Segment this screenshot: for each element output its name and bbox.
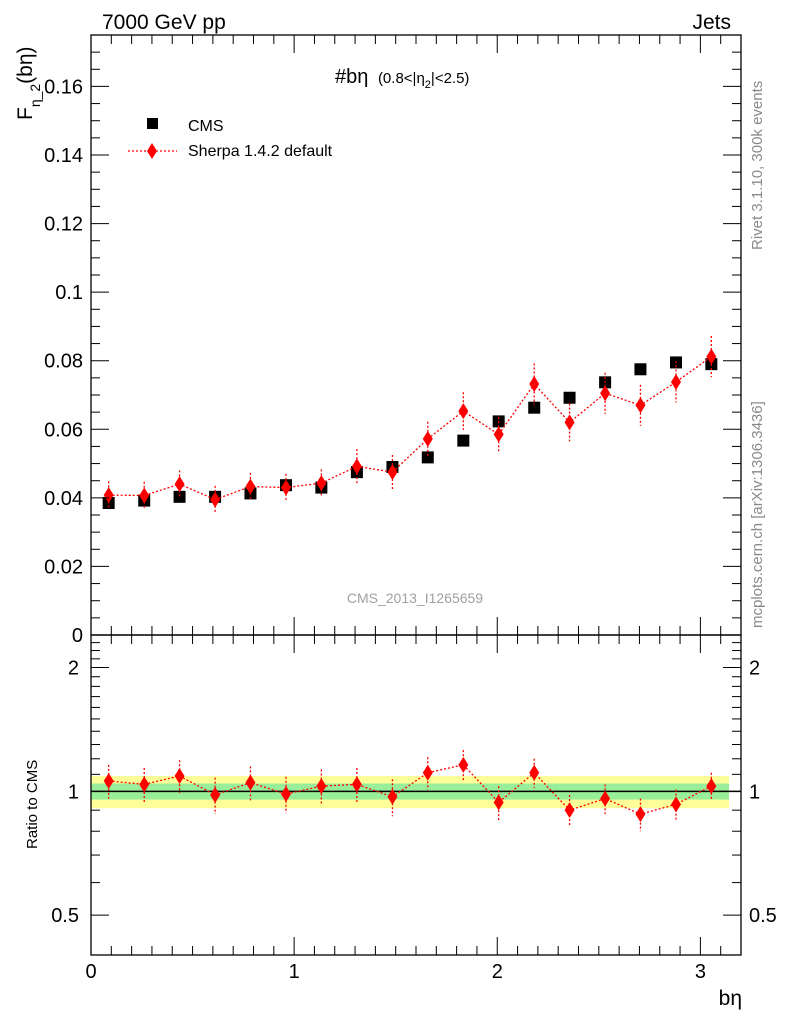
legend-marker-sherpa bbox=[147, 143, 157, 159]
ratio-point bbox=[210, 786, 221, 803]
svg-text:Fη_2(bη): Fη_2(bη) bbox=[14, 46, 43, 120]
y-label-main: F bbox=[14, 107, 37, 120]
legend-marker-cms bbox=[147, 118, 158, 129]
panel-title-sub-end: |<2.5) bbox=[431, 70, 470, 87]
main-y-tick-label: 0.02 bbox=[44, 556, 83, 578]
cms-point bbox=[563, 391, 576, 404]
ratio-y-tick-label: 1 bbox=[68, 781, 79, 803]
ratio-point bbox=[564, 802, 575, 819]
ratio-y-tick-label-right: 2 bbox=[749, 658, 760, 680]
legend-label-sherpa: Sherpa 1.4.2 default bbox=[188, 143, 333, 160]
main-y-axis-label: Fη_2(bη) bbox=[14, 46, 43, 120]
y-label-sub: η_2 bbox=[27, 84, 43, 108]
sherpa-point bbox=[210, 491, 221, 508]
header-right: Jets bbox=[692, 11, 731, 34]
header-left: 7000 GeV pp bbox=[102, 11, 226, 34]
main-y-tick-label: 0.04 bbox=[44, 488, 83, 510]
main-panel-marks bbox=[102, 336, 718, 514]
ratio-point bbox=[706, 778, 717, 795]
cms-point bbox=[173, 490, 186, 503]
main-y-tick-label: 0 bbox=[72, 625, 83, 647]
cms-point bbox=[528, 401, 541, 414]
x-tick-label: 0 bbox=[85, 961, 96, 983]
ratio-y-tick-label-right: 0.5 bbox=[749, 905, 777, 927]
sherpa-point bbox=[351, 458, 362, 475]
sherpa-point bbox=[458, 403, 469, 420]
x-tick-label: 2 bbox=[492, 961, 503, 983]
ratio-point bbox=[387, 788, 398, 805]
sherpa-point bbox=[671, 373, 681, 390]
sherpa-point bbox=[600, 385, 611, 402]
ratio-panel-marks bbox=[103, 750, 717, 832]
sherpa-line bbox=[108, 356, 712, 501]
panel-title: #bη (0.8<|η2|<2.5) bbox=[335, 66, 469, 91]
ratio-point bbox=[600, 790, 611, 807]
x-tick-label: 1 bbox=[289, 961, 300, 983]
sherpa-point bbox=[635, 397, 646, 414]
panel-title-sub-index: 2 bbox=[425, 79, 431, 91]
cms-point bbox=[421, 451, 434, 464]
main-y-tick-label: 0.12 bbox=[44, 214, 83, 236]
ratio-point bbox=[671, 796, 681, 813]
cms-point bbox=[457, 434, 470, 447]
sherpa-point bbox=[174, 476, 185, 493]
x-axis-label: bη bbox=[719, 987, 742, 1010]
ratio-y-tick-label-right: 1 bbox=[749, 781, 760, 803]
sherpa-point bbox=[245, 478, 256, 495]
ratio-point bbox=[281, 786, 291, 803]
watermark: CMS_2013_I1265659 bbox=[347, 590, 483, 606]
panel-title-main: #bη bbox=[335, 66, 368, 88]
ratio-point bbox=[139, 776, 150, 793]
ratio-y-tick-label: 2 bbox=[68, 658, 79, 680]
ratio-point bbox=[316, 778, 327, 795]
cms-point bbox=[634, 363, 647, 376]
panel-title-sub: (0.8<|η bbox=[378, 70, 425, 87]
ratio-line bbox=[108, 764, 712, 815]
ratio-y-axis-label: Ratio to CMS bbox=[24, 760, 41, 849]
side-label-bottom: mcplots.cern.ch [arXiv:1306.3436] bbox=[749, 401, 766, 628]
main-y-tick-label: 0.16 bbox=[44, 76, 83, 98]
main-y-tick-label: 0.08 bbox=[44, 351, 83, 373]
sherpa-point bbox=[564, 414, 575, 431]
ratio-point bbox=[635, 806, 646, 823]
sherpa-point bbox=[529, 376, 540, 393]
ratio-y-tick-label: 0.5 bbox=[51, 905, 79, 927]
x-tick-label: 3 bbox=[695, 961, 706, 983]
tick-labels: 0 0.02 0.04 0.06 0.08 0.1 0.12 0.14 0.16 0 1 2 3 0.5 0… bbox=[44, 76, 777, 983]
sherpa-point bbox=[422, 430, 433, 447]
sherpa-point bbox=[493, 426, 504, 443]
main-y-tick-label: 0.06 bbox=[44, 419, 83, 441]
main-y-tick-label: 0.14 bbox=[44, 145, 83, 167]
ratio-point bbox=[529, 764, 540, 781]
main-panel-ticks bbox=[90, 34, 742, 636]
ratio-point bbox=[493, 794, 504, 811]
sherpa-point bbox=[387, 464, 398, 481]
sherpa-point bbox=[139, 487, 150, 504]
y-label-end: (bη) bbox=[14, 46, 37, 83]
legend: CMS Sherpa 1.4.2 default bbox=[128, 118, 333, 160]
main-y-tick-label: 0.1 bbox=[55, 282, 83, 304]
sherpa-point bbox=[706, 348, 717, 365]
ratio-panel-ticks bbox=[90, 635, 742, 956]
legend-label-cms: CMS bbox=[188, 118, 224, 135]
side-label-top: Rivet 3.1.10, 300k events bbox=[749, 81, 766, 250]
sherpa-point bbox=[316, 475, 327, 492]
ratio-point bbox=[422, 764, 433, 781]
ratio-point bbox=[351, 776, 362, 793]
ratio-point bbox=[245, 774, 256, 791]
ratio-point bbox=[174, 767, 185, 784]
sherpa-point bbox=[103, 487, 114, 504]
ratio-point bbox=[458, 756, 469, 773]
ratio-point bbox=[103, 772, 114, 789]
sherpa-point bbox=[281, 479, 291, 496]
